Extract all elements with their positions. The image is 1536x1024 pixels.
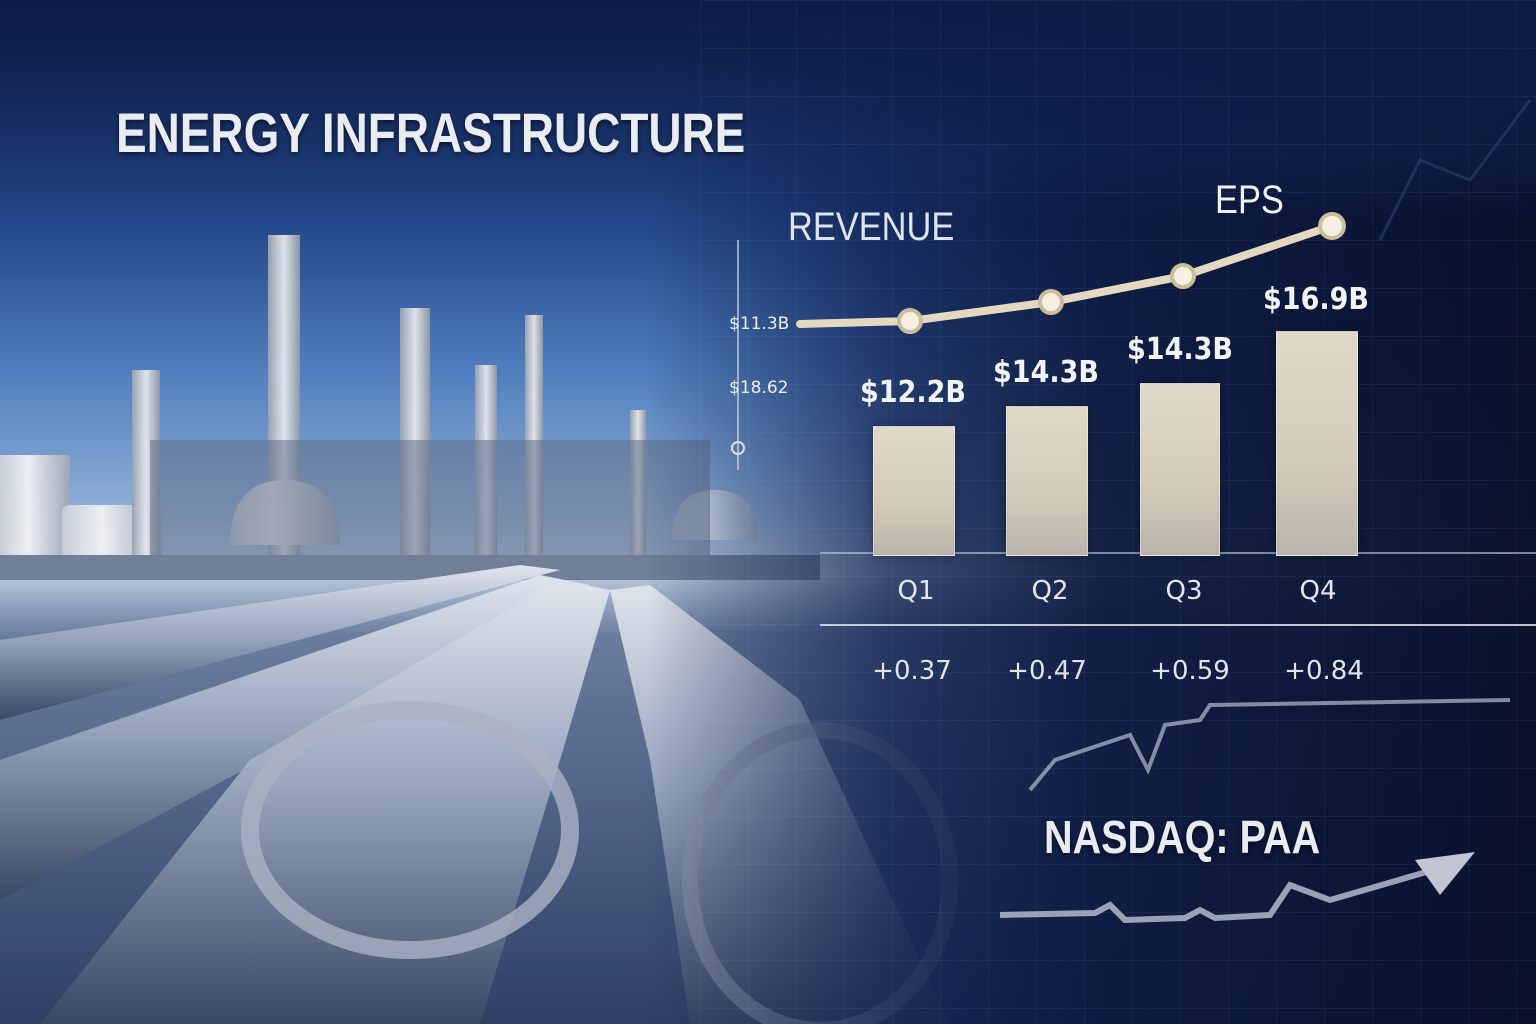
axis-tick-label: $18.62 [729,378,789,398]
chart-grid-background [700,0,1536,1024]
bar-q2 [1006,406,1088,556]
quarter-label: Q4 [1299,576,1337,606]
eps-points [897,212,1346,334]
revenue-label: REVENUE [788,205,955,249]
bar-q1 [873,426,955,556]
eps-label: EPS [1215,178,1284,222]
stock-ticker: NASDAQ: PAA [1044,811,1321,863]
bar-value-label: $12.2B [859,375,966,410]
eps-change-value: +0.37 [872,656,952,686]
bar-value-label: $14.3B [1126,332,1233,367]
bar-value-label: $14.3B [992,355,1099,390]
axis-tick-label: $11.3B [729,314,790,334]
bar-value-label: $16.9B [1262,282,1369,317]
page-title: ENERGY INFRASTRUCTURE [116,101,746,164]
top-dark-overlay [0,0,1536,220]
eps-change-value: +0.59 [1150,656,1230,686]
eps-change-value: +0.84 [1284,656,1364,686]
bar-q3 [1140,383,1220,556]
bar-q4 [1276,331,1358,556]
quarter-label: Q2 [1031,576,1069,606]
quarter-label: Q1 [897,576,935,606]
eps-change-value: +0.47 [1007,656,1087,686]
axis-marker-icon [731,441,745,455]
trend-arrow-icon [1415,852,1475,895]
quarter-label: Q3 [1165,576,1203,606]
